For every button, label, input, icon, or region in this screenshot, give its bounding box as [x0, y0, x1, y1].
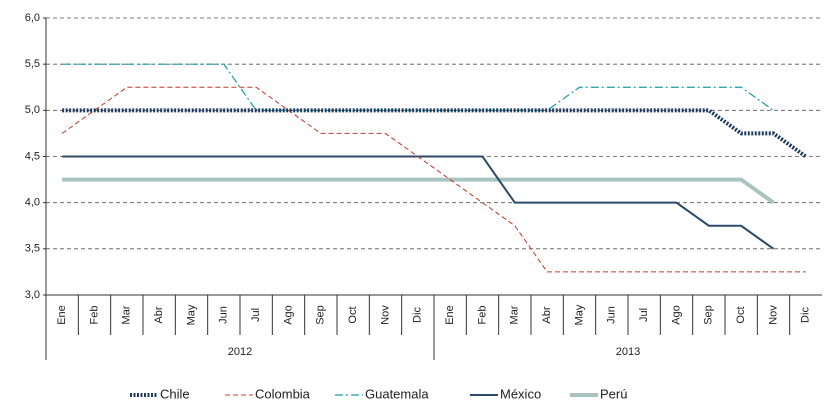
- series-line: [62, 108, 807, 159]
- y-tick-label: 4,5: [25, 150, 40, 162]
- x-tick-label: Dic: [800, 307, 812, 323]
- series-line: [61, 86, 806, 273]
- y-tick-label: 5,0: [25, 104, 40, 116]
- x-tick-label: Sep: [315, 305, 327, 325]
- x-tick-label: Mar: [509, 305, 521, 324]
- legend-label: Guatemala: [365, 386, 429, 401]
- series-line: [62, 63, 774, 111]
- x-tick-label: Oct: [735, 306, 747, 323]
- x-tick-label: Feb: [476, 306, 488, 325]
- x-tick-label: Ago: [670, 305, 682, 325]
- x-tick-label: Feb: [88, 306, 100, 325]
- y-tick-label: 3,5: [25, 243, 40, 255]
- x-tick-label: Abr: [541, 306, 553, 323]
- y-tick-label: 5,5: [25, 58, 40, 70]
- group-label: 2013: [616, 346, 640, 358]
- legend: Chile Colombia Guatemala México Perú: [130, 386, 627, 401]
- series-line: [62, 177, 775, 205]
- x-tick-label: Jun: [218, 306, 230, 324]
- x-tick-label: Ene: [56, 305, 68, 325]
- x-tick-label: May: [185, 304, 197, 325]
- x-tick-label: Abr: [153, 306, 165, 323]
- legend-label: Colombia: [255, 386, 311, 401]
- y-tick-label: 3,0: [25, 289, 40, 301]
- y-tick-label: 4,0: [25, 197, 40, 209]
- x-tick-label: Ene: [444, 305, 456, 325]
- x-tick-label: Dic: [412, 307, 424, 323]
- x-tick-label: Oct: [347, 306, 359, 323]
- x-tick-label: Mar: [121, 305, 133, 324]
- x-tick-label: Jun: [606, 306, 618, 324]
- x-tick-label: Jul: [250, 308, 262, 322]
- x-tick-label: May: [573, 304, 585, 325]
- x-tick-label: Sep: [703, 305, 715, 325]
- group-label: 2012: [228, 346, 252, 358]
- x-tick-label: Nov: [379, 305, 391, 325]
- legend-label: Chile: [160, 386, 190, 401]
- legend-label: Perú: [600, 386, 627, 401]
- x-tick-label: Ago: [282, 305, 294, 325]
- legend-label: México: [500, 386, 541, 401]
- y-tick-label: 6,0: [25, 12, 40, 24]
- x-tick-label: Jul: [638, 308, 650, 322]
- x-tick-label: Nov: [767, 305, 779, 325]
